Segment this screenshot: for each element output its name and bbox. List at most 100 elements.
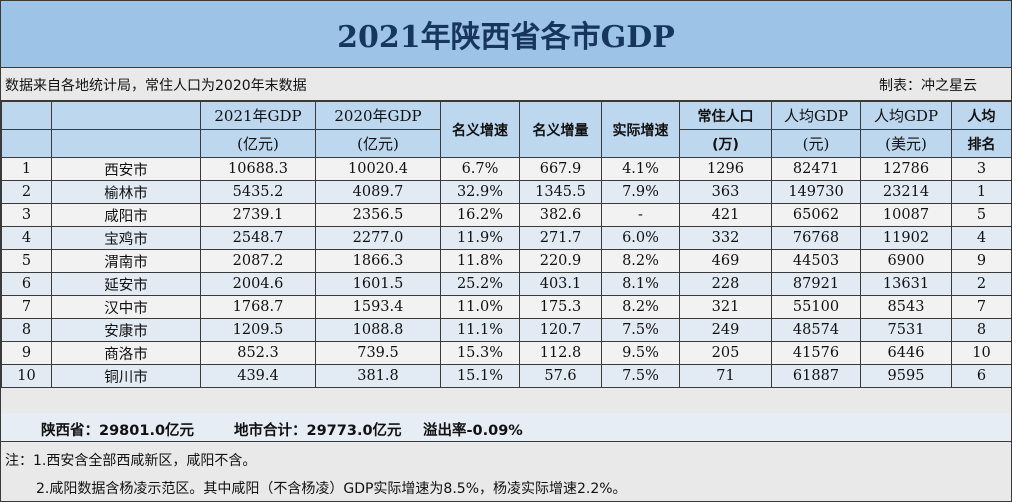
- table-cell: 10020.4: [315, 157, 441, 181]
- maker-text: 制表：冲之星云: [879, 78, 977, 94]
- table-cell: 25.2%: [440, 272, 520, 296]
- header-cell: (美元): [860, 129, 952, 158]
- table-cell: 381.8: [315, 364, 441, 388]
- table-cell: 228: [679, 272, 772, 296]
- table-row: 6 延安市 2004.6 1601.5 25.2% 403.1 8.1% 228 87921 13…: [1, 272, 1012, 296]
- table-cell: 87921: [771, 272, 861, 296]
- table-cell: 1866.3: [315, 249, 441, 273]
- table-cell: 7.9%: [601, 180, 680, 204]
- table-cell: 1296: [679, 157, 772, 181]
- table-cell: 10087: [860, 203, 952, 227]
- table-cell: 439.4: [200, 364, 316, 388]
- table-cell: 76768: [771, 226, 861, 250]
- table-cell: 12786: [860, 157, 952, 181]
- table-cell: 2356.5: [315, 203, 441, 227]
- header-cell: 2021年GDP: [200, 101, 316, 130]
- table-cell: 5: [1, 249, 52, 273]
- table-cell: 32.9%: [440, 180, 520, 204]
- table-cell: 71: [679, 364, 772, 388]
- table-cell: 9595: [860, 364, 952, 388]
- table-cell: 41576: [771, 341, 861, 365]
- header-cell: 人均: [951, 101, 1012, 130]
- table-cell: 11.9%: [440, 226, 520, 250]
- table-cell: 7.5%: [601, 364, 680, 388]
- table-cell: 1593.4: [315, 295, 441, 319]
- table-cell: 332: [679, 226, 772, 250]
- table-cell: 6900: [860, 249, 952, 273]
- table-row: 5 渭南市 2087.2 1866.3 11.8% 220.9 8.2% 469 44503 69…: [1, 249, 1012, 273]
- table-cell: 7: [951, 295, 1012, 319]
- table-cell: 8: [951, 318, 1012, 342]
- table-cell: 23214: [860, 180, 952, 204]
- table-cell: 15.1%: [440, 364, 520, 388]
- table-cell: 120.7: [519, 318, 602, 342]
- table-cell: 175.3: [519, 295, 602, 319]
- city-name-cell: 延安市: [51, 272, 201, 296]
- header-cell: (亿元): [315, 129, 441, 158]
- table-cell: 8543: [860, 295, 952, 319]
- meta-row: 数据来自各地统计局，常住人口为2020年末数据 制表：冲之星云: [1, 68, 1011, 101]
- table-cell: 8.2%: [601, 249, 680, 273]
- table-cell: 469: [679, 249, 772, 273]
- table-cell: 6446: [860, 341, 952, 365]
- table-cell: 5: [951, 203, 1012, 227]
- table-row: 1 西安市 10688.3 10020.4 6.7% 667.9 4.1% 1296 82471…: [1, 157, 1012, 181]
- table-cell: 9: [1, 341, 52, 365]
- note-2: 2.咸阳数据含杨凌示范区。其中咸阳（不含杨凌）GDP实际增速为8.5%，杨凌实际…: [36, 481, 627, 497]
- header-cell: 人均GDP: [771, 101, 861, 130]
- table-cell: 271.7: [519, 226, 602, 250]
- table-cell: 13631: [860, 272, 952, 296]
- table-cell: 2004.6: [200, 272, 316, 296]
- header-row-1: 2021年GDP 2020年GDP 名义增速 名义增量 实际增速 常住人口 人均GDP 人均G…: [1, 101, 1012, 158]
- table-body: 1 西安市 10688.3 10020.4 6.7% 667.9 4.1% 1296 82471…: [1, 157, 1012, 388]
- notes: 注：1.西安含全部西咸新区，咸阳不含。 2.咸阳数据含杨凌示范区。其中咸阳（不含…: [1, 442, 1011, 501]
- table-cell: 11.1%: [440, 318, 520, 342]
- table-cell: 6.7%: [440, 157, 520, 181]
- table-cell: 421: [679, 203, 772, 227]
- city-name-cell: 渭南市: [51, 249, 201, 273]
- summary-row: 陕西省：29801.0亿元 地市合计：29773.0亿元 溢出率-0.09%: [1, 413, 1011, 442]
- gdp-table: 2021年GDP 2020年GDP 名义增速 名义增量 实际增速 常住人口 人均GDP 人均G…: [1, 101, 1012, 388]
- table-cell: 82471: [771, 157, 861, 181]
- header-cell: (元): [771, 129, 861, 158]
- table-cell: 1601.5: [315, 272, 441, 296]
- table-row: 9 商洛市 852.3 739.5 15.3% 112.8 9.5% 205 41576 6446…: [1, 341, 1012, 365]
- sheet-title: 2021年陕西省各市GDP: [1, 1, 1011, 68]
- table-cell: 7.5%: [601, 318, 680, 342]
- table-cell: 4: [951, 226, 1012, 250]
- city-name-cell: 安康市: [51, 318, 201, 342]
- table-cell: 9: [951, 249, 1012, 273]
- table-cell: 11.0%: [440, 295, 520, 319]
- table-row: 3 咸阳市 2739.1 2356.5 16.2% 382.6-421 65062 10087…: [1, 203, 1012, 227]
- table-cell: 3: [951, 157, 1012, 181]
- table-cell: 1209.5: [200, 318, 316, 342]
- table-row: 10 铜川市 439.4 381.8 15.1% 57.6 7.5% 71 61887 9595 6: [1, 364, 1012, 388]
- table-cell: 10: [1, 364, 52, 388]
- table-cell: 7531: [860, 318, 952, 342]
- table-cell: 2277.0: [315, 226, 441, 250]
- header-cell: 2020年GDP: [315, 101, 441, 130]
- header-cell: 排名: [951, 129, 1012, 158]
- header-cell: [51, 129, 201, 158]
- table-cell: 4: [1, 226, 52, 250]
- city-name-cell: 商洛市: [51, 341, 201, 365]
- city-name-cell: 西安市: [51, 157, 201, 181]
- header-cell: 名义增速: [440, 101, 520, 158]
- table-cell: 55100: [771, 295, 861, 319]
- overflow-rate: 溢出率-0.09%: [423, 423, 523, 439]
- table-cell: 220.9: [519, 249, 602, 273]
- table-cell: 403.1: [519, 272, 602, 296]
- table-cell: 4.1%: [601, 157, 680, 181]
- table-cell: 321: [679, 295, 772, 319]
- table-cell: 1088.8: [315, 318, 441, 342]
- city-name-cell: 汉中市: [51, 295, 201, 319]
- table-cell: 2548.7: [200, 226, 316, 250]
- header-cell: [1, 101, 52, 130]
- table-cell: 1: [1, 157, 52, 181]
- table-cell: 8.2%: [601, 295, 680, 319]
- table-cell: 1768.7: [200, 295, 316, 319]
- table-cell: 1345.5: [519, 180, 602, 204]
- table-cell: 65062: [771, 203, 861, 227]
- province-total: 陕西省：29801.0亿元: [41, 423, 195, 439]
- table-row: 8 安康市 1209.5 1088.8 11.1% 120.7 7.5% 249 48574 75…: [1, 318, 1012, 342]
